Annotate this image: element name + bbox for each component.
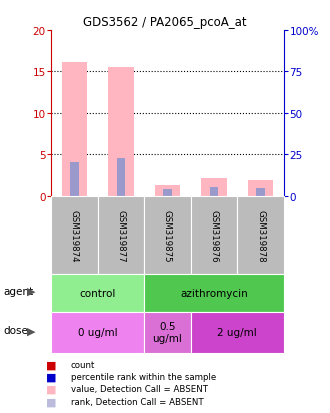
Text: ▶: ▶ (27, 325, 36, 335)
Bar (256, 189, 265, 196)
Bar (210, 188, 218, 196)
Bar (108, 68, 134, 196)
Bar (117, 158, 125, 196)
Text: ■: ■ (46, 396, 56, 406)
Text: azithromycin: azithromycin (180, 288, 248, 298)
Bar (155, 185, 180, 196)
Text: GSM319875: GSM319875 (163, 209, 172, 262)
Text: control: control (80, 288, 116, 298)
Text: rank, Detection Call = ABSENT: rank, Detection Call = ABSENT (71, 397, 204, 406)
Text: GSM319876: GSM319876 (210, 209, 218, 262)
Text: 2 ug/ml: 2 ug/ml (217, 328, 257, 337)
Text: ■: ■ (46, 359, 56, 369)
Bar (163, 189, 172, 196)
Bar (201, 179, 227, 196)
Text: count: count (71, 360, 95, 369)
Text: 0.5
ug/ml: 0.5 ug/ml (152, 322, 182, 343)
Text: GSM319877: GSM319877 (116, 209, 125, 262)
Text: 0 ug/ml: 0 ug/ml (78, 328, 117, 337)
Text: GSM319878: GSM319878 (256, 209, 265, 262)
Text: ▶: ▶ (27, 286, 36, 296)
Text: GDS3562 / PA2065_pcoA_at: GDS3562 / PA2065_pcoA_at (83, 16, 247, 28)
Text: ■: ■ (46, 372, 56, 382)
Bar (70, 162, 79, 196)
Bar (62, 62, 87, 196)
Text: agent: agent (3, 286, 33, 296)
Text: ■: ■ (46, 384, 56, 394)
Text: dose: dose (3, 325, 28, 335)
Text: value, Detection Call = ABSENT: value, Detection Call = ABSENT (71, 385, 208, 394)
Bar (248, 180, 273, 196)
Text: GSM319874: GSM319874 (70, 209, 79, 262)
Text: percentile rank within the sample: percentile rank within the sample (71, 372, 216, 381)
